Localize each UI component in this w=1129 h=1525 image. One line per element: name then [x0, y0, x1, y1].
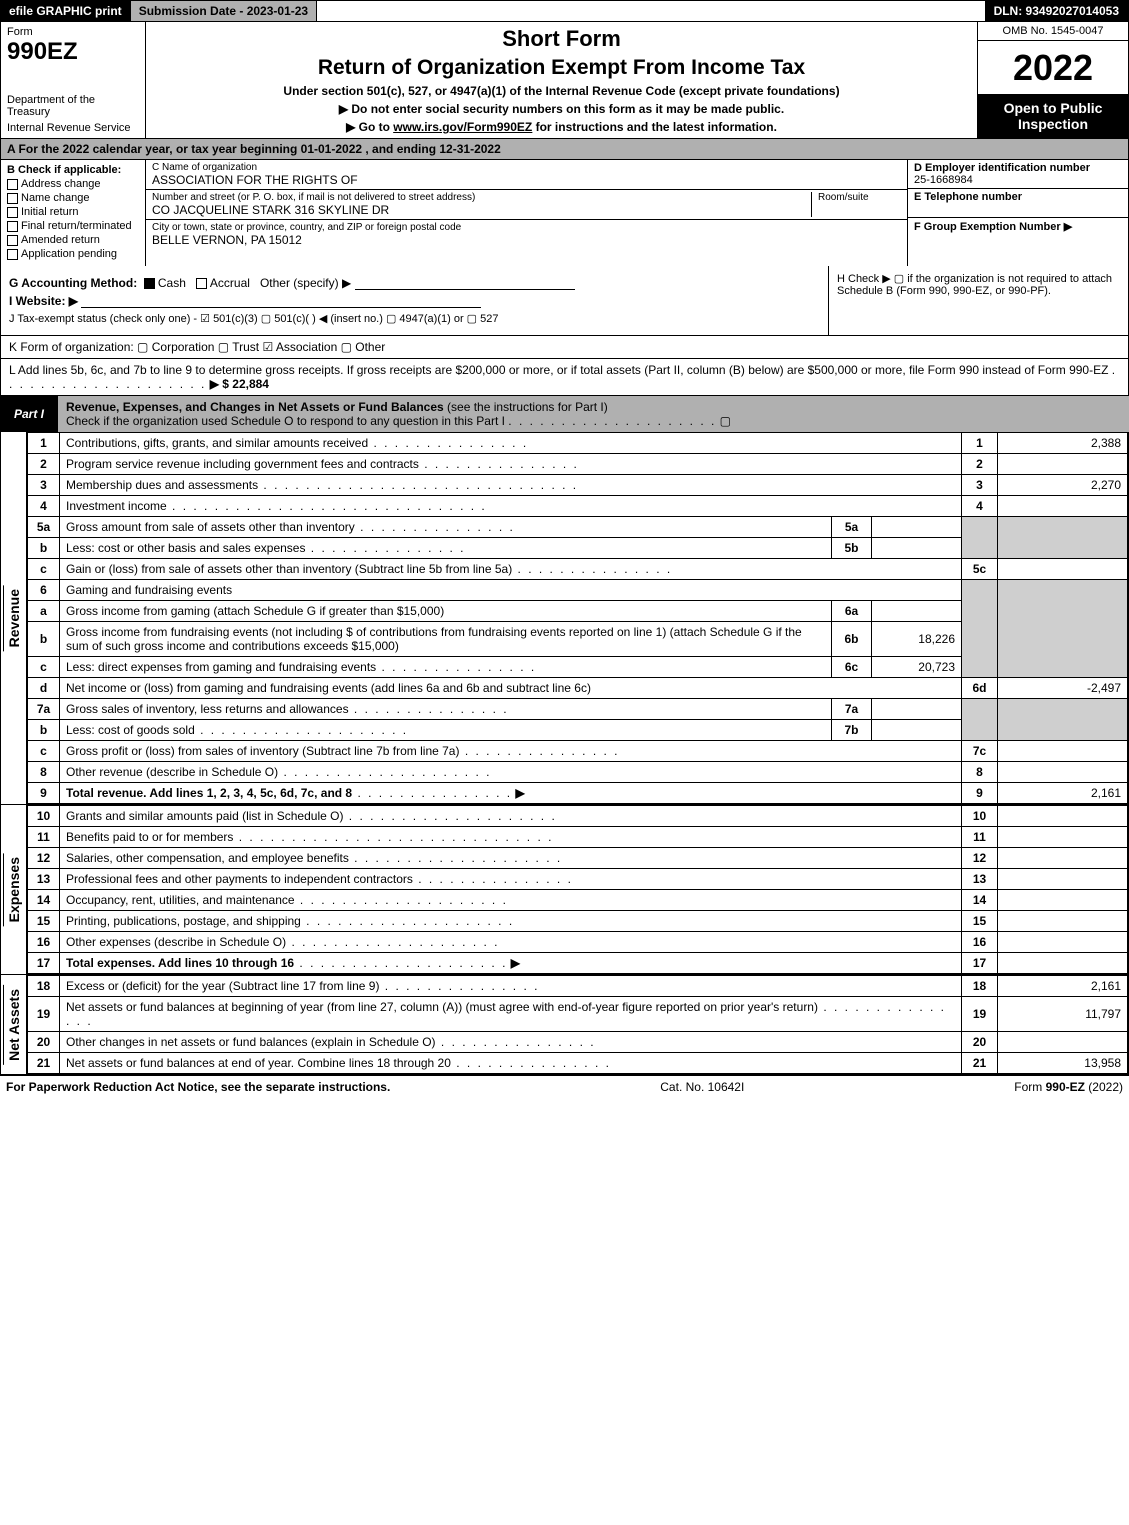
title-short-form: Short Form: [156, 26, 967, 52]
chk-address-change[interactable]: Address change: [7, 178, 139, 190]
line-11: 11Benefits paid to or for members11: [28, 827, 1128, 848]
f-label: F Group Exemption Number ▶: [914, 221, 1072, 233]
line-7c: cGross profit or (loss) from sales of in…: [28, 741, 1128, 762]
org-address: CO JACQUELINE STARK 316 SKYLINE DR: [152, 203, 811, 217]
b-heading: B Check if applicable:: [7, 164, 139, 176]
l-gross-receipts: L Add lines 5b, 6c, and 7b to line 9 to …: [0, 359, 1129, 396]
line-9: 9Total revenue. Add lines 1, 2, 3, 4, 5c…: [28, 783, 1128, 804]
chk-application-pending[interactable]: Application pending: [7, 248, 139, 260]
line-20: 20Other changes in net assets or fund ba…: [28, 1032, 1128, 1053]
revenue-table: 1Contributions, gifts, grants, and simil…: [27, 432, 1128, 804]
chk-amended-return[interactable]: Amended return: [7, 234, 139, 246]
line-12: 12Salaries, other compensation, and empl…: [28, 848, 1128, 869]
line-21: 21Net assets or fund balances at end of …: [28, 1053, 1128, 1074]
col-b: B Check if applicable: Address change Na…: [1, 160, 146, 266]
line-2: 2Program service revenue including gover…: [28, 454, 1128, 475]
line-14: 14Occupancy, rent, utilities, and mainte…: [28, 890, 1128, 911]
col-def: D Employer identification number 25-1668…: [908, 160, 1128, 266]
expenses-table: 10Grants and similar amounts paid (list …: [27, 805, 1128, 974]
page-footer: For Paperwork Reduction Act Notice, see …: [0, 1075, 1129, 1098]
org-name: ASSOCIATION FOR THE RIGHTS OF: [152, 173, 901, 187]
instr-ssn: ▶ Do not enter social security numbers o…: [156, 102, 967, 116]
ein-value: 25-1668984: [914, 174, 973, 186]
submission-date: Submission Date - 2023-01-23: [131, 1, 317, 21]
ghi-left: G Accounting Method: Cash Accrual Other …: [1, 266, 828, 335]
efile-label[interactable]: efile GRAPHIC print: [1, 1, 131, 21]
revenue-tab: Revenue: [3, 585, 24, 651]
g-accounting: G Accounting Method: Cash Accrual Other …: [9, 276, 820, 290]
netassets-tab: Net Assets: [3, 985, 24, 1065]
c-addr-label: Number and street (or P. O. box, if mail…: [152, 192, 811, 203]
form-word: Form: [7, 26, 139, 38]
h-schedule-b: H Check ▶ ▢ if the organization is not r…: [828, 266, 1128, 335]
chk-final-return[interactable]: Final return/terminated: [7, 220, 139, 232]
form-header: Form 990EZ Department of the Treasury In…: [0, 22, 1129, 139]
netassets-table: 18Excess or (deficit) for the year (Subt…: [27, 975, 1128, 1074]
line-19: 19Net assets or fund balances at beginni…: [28, 997, 1128, 1032]
line-6: 6Gaming and fundraising events: [28, 580, 1128, 601]
instr-link: ▶ Go to www.irs.gov/Form990EZ for instru…: [156, 120, 967, 134]
form-number: 990EZ: [7, 38, 139, 66]
subtitle: Under section 501(c), 527, or 4947(a)(1)…: [156, 84, 967, 98]
revenue-section: Revenue 1Contributions, gifts, grants, a…: [0, 432, 1129, 804]
footer-formref: Form 990-EZ (2022): [1014, 1080, 1123, 1094]
line-6d: dNet income or (loss) from gaming and fu…: [28, 678, 1128, 699]
footer-catno: Cat. No. 10642I: [660, 1080, 744, 1094]
dept-treasury: Department of the Treasury: [7, 94, 139, 118]
line-13: 13Professional fees and other payments t…: [28, 869, 1128, 890]
org-city: BELLE VERNON, PA 15012: [152, 233, 901, 247]
section-bcdef: B Check if applicable: Address change Na…: [0, 160, 1129, 266]
line-10: 10Grants and similar amounts paid (list …: [28, 806, 1128, 827]
line-18: 18Excess or (deficit) for the year (Subt…: [28, 976, 1128, 997]
line-16: 16Other expenses (describe in Schedule O…: [28, 932, 1128, 953]
part1-tab: Part I: [0, 403, 58, 425]
k-form-org: K Form of organization: ▢ Corporation ▢ …: [0, 336, 1129, 359]
title-return: Return of Organization Exempt From Incom…: [156, 56, 967, 80]
dept-irs: Internal Revenue Service: [7, 122, 139, 134]
col-c: C Name of organization ASSOCIATION FOR T…: [146, 160, 908, 266]
line-1: 1Contributions, gifts, grants, and simil…: [28, 433, 1128, 454]
line-5c: cGain or (loss) from sale of assets othe…: [28, 559, 1128, 580]
header-left: Form 990EZ Department of the Treasury In…: [1, 22, 146, 138]
open-to-public: Open to Public Inspection: [978, 94, 1128, 138]
chk-name-change[interactable]: Name change: [7, 192, 139, 204]
line-3: 3Membership dues and assessments32,270: [28, 475, 1128, 496]
section-ghij: G Accounting Method: Cash Accrual Other …: [0, 266, 1129, 336]
chk-accrual[interactable]: [196, 278, 207, 289]
i-website: I Website: ▶: [9, 294, 820, 308]
row-a-tax-year: A For the 2022 calendar year, or tax yea…: [0, 139, 1129, 160]
chk-initial-return[interactable]: Initial return: [7, 206, 139, 218]
header-mid: Short Form Return of Organization Exempt…: [146, 22, 978, 138]
line-7a: 7aGross sales of inventory, less returns…: [28, 699, 1128, 720]
d-label: D Employer identification number: [914, 162, 1090, 174]
part1-header: Part I Revenue, Expenses, and Changes in…: [0, 396, 1129, 432]
omb-number: OMB No. 1545-0047: [978, 22, 1128, 41]
line-15: 15Printing, publications, postage, and s…: [28, 911, 1128, 932]
header-right: OMB No. 1545-0047 2022 Open to Public In…: [978, 22, 1128, 138]
irs-link[interactable]: www.irs.gov/Form990EZ: [393, 120, 532, 134]
expenses-section: Expenses 10Grants and similar amounts pa…: [0, 804, 1129, 974]
line-5a: 5aGross amount from sale of assets other…: [28, 517, 1128, 538]
part1-title: Revenue, Expenses, and Changes in Net As…: [58, 396, 1129, 432]
c-city-label: City or town, state or province, country…: [152, 222, 901, 233]
e-label: E Telephone number: [914, 191, 1022, 203]
line-8: 8Other revenue (describe in Schedule O)8: [28, 762, 1128, 783]
room-label: Room/suite: [818, 192, 901, 203]
c-name-label: C Name of organization: [152, 162, 901, 173]
chk-cash[interactable]: [144, 278, 155, 289]
line-17: 17Total expenses. Add lines 10 through 1…: [28, 953, 1128, 974]
footer-paperwork: For Paperwork Reduction Act Notice, see …: [6, 1080, 390, 1094]
dln-label: DLN: 93492027014053: [986, 1, 1128, 21]
j-tax-exempt: J Tax-exempt status (check only one) - ☑…: [9, 312, 820, 325]
expenses-tab: Expenses: [3, 853, 24, 926]
netassets-section: Net Assets 18Excess or (deficit) for the…: [0, 974, 1129, 1075]
top-bar: efile GRAPHIC print Submission Date - 20…: [0, 0, 1129, 22]
line-4: 4Investment income4: [28, 496, 1128, 517]
tax-year: 2022: [978, 41, 1128, 94]
